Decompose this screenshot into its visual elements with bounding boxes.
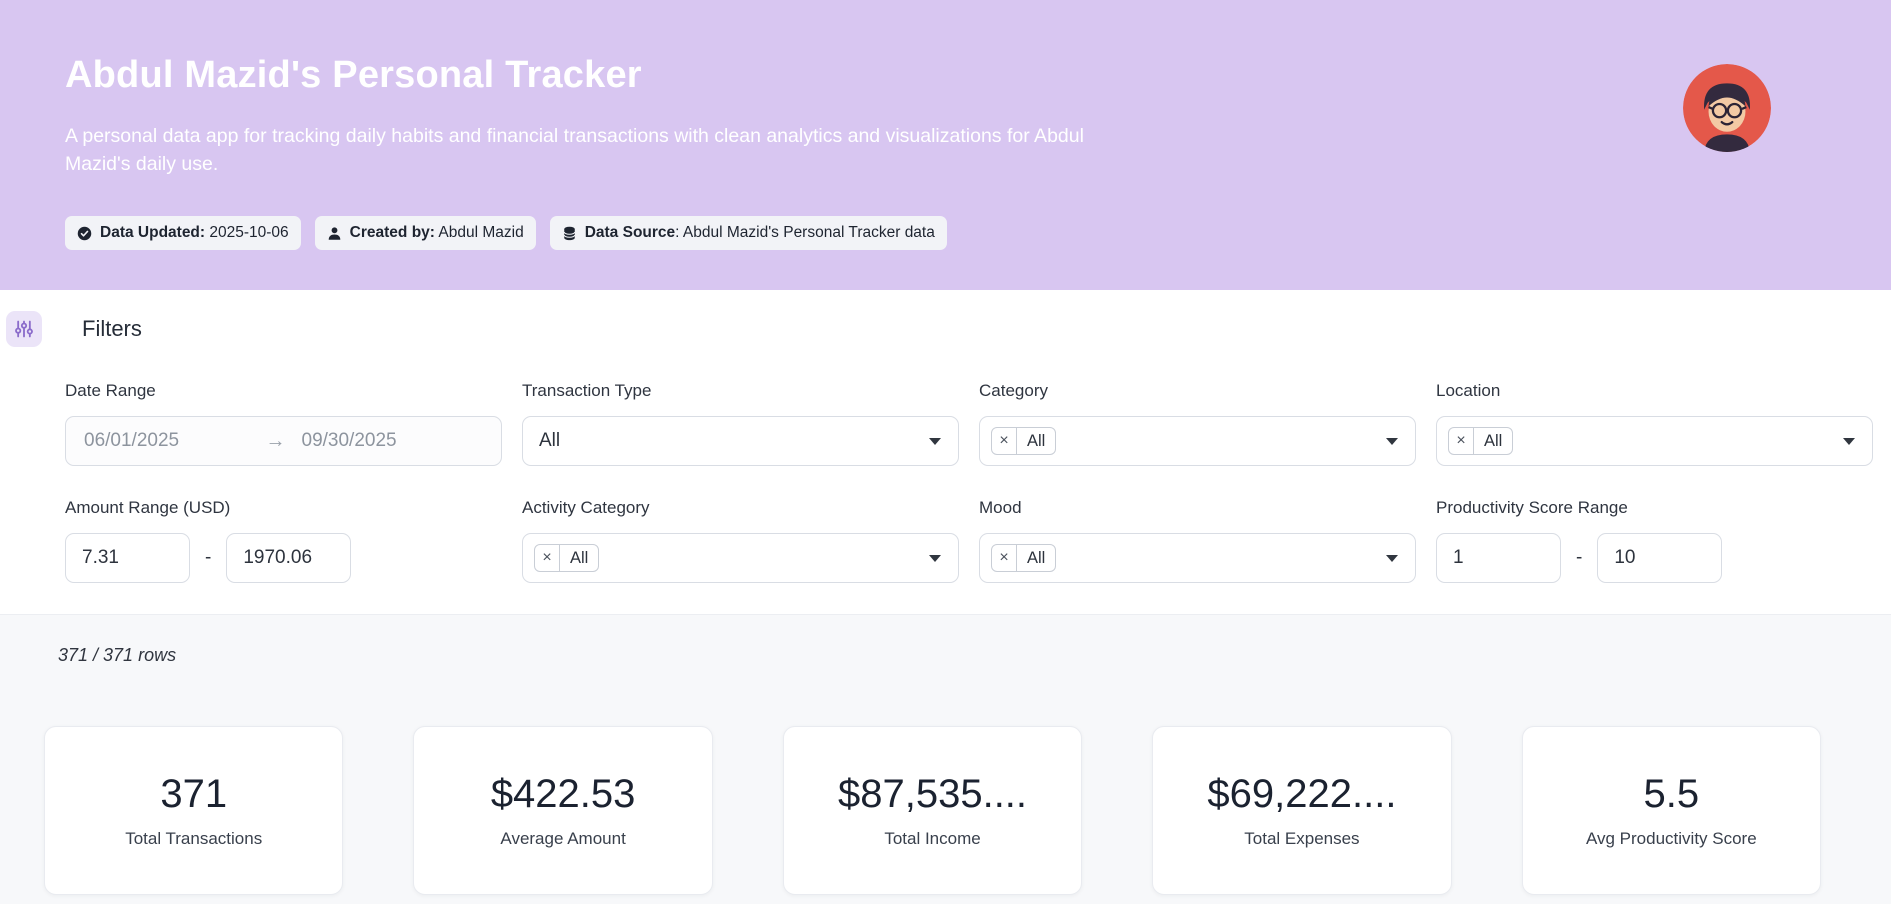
metric-value: $69,222.... [1207,772,1397,817]
location-multiselect[interactable]: × All [1436,416,1873,467]
amount-range-inputs: - [65,533,502,584]
activity-category-multiselect[interactable]: × All [522,533,959,584]
date-start-value: 06/01/2025 [84,430,180,452]
field-label: Activity Category [522,498,650,518]
productivity-range-inputs: - [1436,533,1873,584]
sliders-icon [15,320,33,338]
transaction-type-select[interactable]: All [522,416,959,467]
field-label: Productivity Score Range [1436,498,1628,518]
field-label: Date Range [65,381,156,401]
metric-cards: 371 Total Transactions $422.53 Average A… [44,726,1822,896]
mood-multiselect[interactable]: × All [979,533,1416,584]
field-label: Category [979,381,1048,401]
location-field: Location × All [1436,381,1873,467]
database-icon [563,226,575,240]
chevron-down-icon [1386,555,1398,563]
range-separator: - [205,547,212,569]
check-circle-icon [77,226,92,241]
chip-remove-icon[interactable]: × [1449,428,1474,455]
field-label: Mood [979,498,1022,518]
filters-section: Filters Date Range 06/01/2025 → 09/30/20… [0,290,1891,615]
filters-header: Filters [0,311,1891,348]
productivity-max-input[interactable] [1597,533,1723,584]
chevron-down-icon [929,438,941,446]
metric-label: Total Expenses [1244,829,1360,849]
chevron-down-icon [929,555,941,563]
field-label: Amount Range (USD) [65,498,231,518]
field-label: Location [1436,381,1501,401]
metric-value: $422.53 [490,772,636,817]
date-range-field: Date Range 06/01/2025 → 09/30/2025 [65,381,502,467]
metric-value: 371 [160,772,228,817]
metric-label: Avg Productivity Score [1585,829,1757,849]
selected-chip: × All [991,544,1057,573]
range-separator: - [1576,547,1583,569]
badge-value: 2025-10-06 [205,224,289,242]
chip-label: All [1027,548,1046,567]
created-by-badge: Created by: Abdul Mazid [314,216,536,251]
filters-icon-chip [6,311,42,348]
metric-value: $87,535.... [837,772,1028,817]
chip-label: All [1027,431,1046,450]
badge-value: : Abdul Mazid's Personal Tracker data [675,224,935,242]
badge-text: Data Updated: 2025-10-06 [100,224,289,242]
avatar [1683,64,1771,152]
selected-chip: × All [1448,427,1514,456]
badge-label: Data Updated: [100,224,206,242]
category-multiselect[interactable]: × All [979,416,1416,467]
badge-text: Data Source: Abdul Mazid's Personal Trac… [585,224,935,242]
badge-text: Created by: Abdul Mazid [350,224,524,242]
metric-card-total-transactions: 371 Total Transactions [44,726,344,896]
chip-label: All [1484,431,1503,450]
selected-chip: × All [534,544,600,573]
person-icon [328,227,340,240]
badge-value: Abdul Mazid [434,224,524,242]
amount-range-field: Amount Range (USD) - [65,498,502,584]
productivity-score-range-field: Productivity Score Range - [1436,498,1873,584]
category-field: Category × All [979,381,1416,467]
activity-category-field: Activity Category × All [522,498,959,584]
page-subtitle: A personal data app for tracking daily h… [65,125,1084,175]
page-title: Abdul Mazid's Personal Tracker [65,54,642,96]
field-label: Transaction Type [522,381,652,401]
date-range-input[interactable]: 06/01/2025 → 09/30/2025 [65,416,502,467]
amount-min-input[interactable] [65,533,190,584]
date-end-value: 09/30/2025 [301,430,397,452]
metric-value: 5.5 [1643,772,1700,817]
amount-max-input[interactable] [226,533,352,584]
badge-label: Data Source [584,224,676,242]
mood-field: Mood × All [979,498,1416,584]
chip-remove-icon[interactable]: × [535,545,560,572]
productivity-min-input[interactable] [1436,533,1561,584]
results-section: 371 / 371 rows 371 Total Transactions $4… [0,614,1891,904]
metric-card-average-amount: $422.53 Average Amount [413,726,713,896]
metric-card-total-income: $87,535.... Total Income [782,726,1083,896]
data-updated-badge: Data Updated: 2025-10-06 [65,216,301,251]
metric-card-avg-productivity-score: 5.5 Avg Productivity Score [1521,726,1822,896]
metric-label: Total Transactions [125,829,263,849]
chip-label: All [570,548,589,567]
header: Abdul Mazid's Personal Tracker A persona… [0,0,1891,291]
filter-grid: Date Range 06/01/2025 → 09/30/2025 Trans… [65,381,1873,584]
metric-label: Total Income [884,829,981,849]
chip-remove-icon[interactable]: × [992,545,1017,572]
filters-heading: Filters [82,316,142,342]
data-source-badge: Data Source: Abdul Mazid's Personal Trac… [549,216,947,251]
chevron-down-icon [1843,438,1855,446]
chevron-down-icon [1386,438,1398,446]
arrow-right-icon: → [265,429,286,452]
badge-label: Created by: [349,224,435,242]
avatar-illustration [1683,64,1771,152]
metric-label: Average Amount [500,829,626,849]
metric-card-total-expenses: $69,222.... Total Expenses [1152,726,1452,896]
selected-chip: × All [991,427,1057,456]
row-count: 371 / 371 rows [58,645,177,666]
select-value: All [539,430,561,452]
chip-remove-icon[interactable]: × [992,428,1017,455]
transaction-type-field: Transaction Type All [522,381,959,467]
badge-row: Data Updated: 2025-10-06 Created by: Abd… [65,216,1826,251]
